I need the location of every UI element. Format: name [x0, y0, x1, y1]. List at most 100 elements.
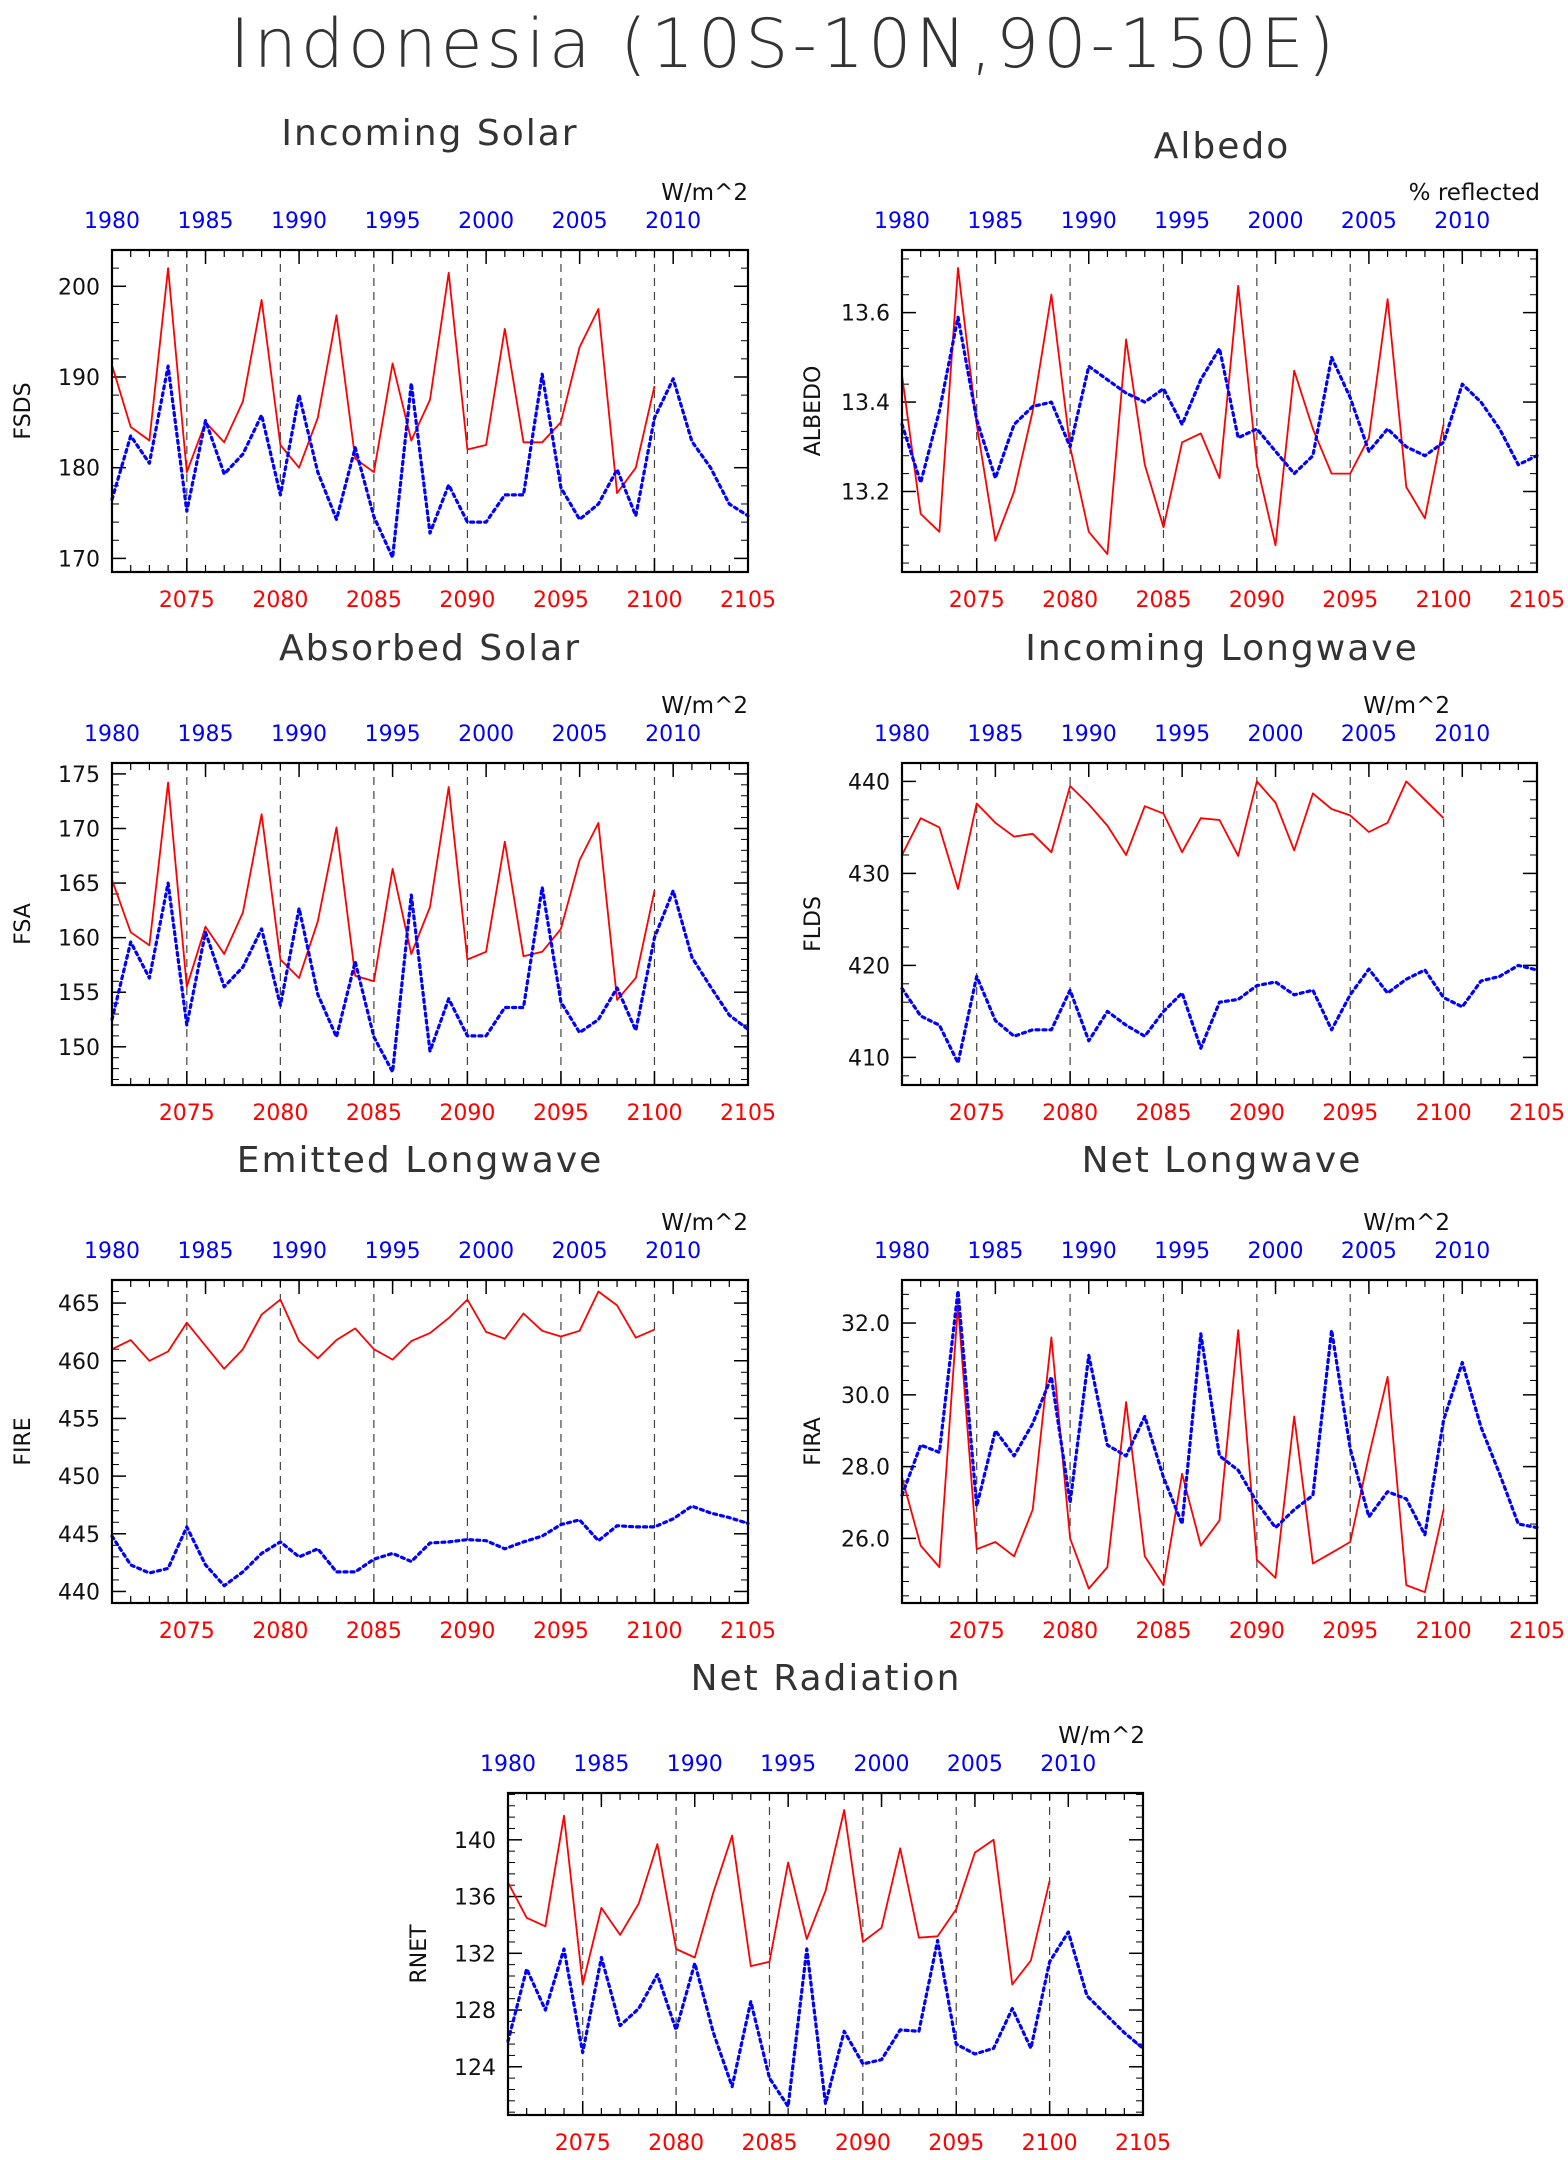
x-bottom-tick-label: 2095: [1322, 1101, 1378, 1126]
x-bottom-tick-label: 2105: [720, 1101, 776, 1126]
x-bottom-tick-label: 2080: [1042, 588, 1098, 613]
x-bottom-tick-label: 2105: [1509, 1619, 1565, 1644]
x-top-tick-label: 2010: [645, 209, 701, 234]
x-top-tick-label: 1980: [84, 722, 140, 747]
y-tick-label: 175: [58, 763, 100, 788]
x-top-tick-label: 2005: [552, 1239, 608, 1264]
x-top-tick-label: 2000: [854, 1752, 910, 1777]
x-top-tick-label: 1995: [365, 209, 421, 234]
x-bottom-tick-label: 2085: [741, 2131, 797, 2156]
panel-net-radiation: Net Radiation W/m^2 RNET 2075 2080 2085 2090 20…: [407, 1658, 1171, 2156]
panel-title: Incoming Solar: [281, 113, 578, 154]
x-bottom-tick-label: 2090: [439, 1619, 495, 1644]
x-top-tick-label: 2010: [645, 722, 701, 747]
x-bottom-tick-label: 2075: [159, 588, 215, 613]
x-top-tick-label: 1995: [1154, 1239, 1210, 1264]
x-bottom-tick-label: 2080: [1042, 1619, 1098, 1644]
x-bottom-tick-label: 2075: [949, 1619, 1005, 1644]
plot-frame: [110, 761, 750, 1087]
y-tick-label: 465: [58, 1292, 100, 1317]
y-tick-label: 410: [848, 1046, 890, 1071]
x-top-tick-label: 1990: [667, 1752, 723, 1777]
x-top-tick-label: 2005: [552, 722, 608, 747]
x-bottom-tick-label: 2100: [1416, 1619, 1472, 1644]
y-tick-label: 124: [454, 2056, 496, 2081]
x-bottom-tick-label: 2095: [1322, 588, 1378, 613]
panel-incoming-solar: Incoming Solar W/m^2 FSDS 2075 2080 2085 2090 2…: [11, 113, 776, 613]
y-tick-label: 136: [454, 1886, 496, 1911]
x-top-tick-label: 2000: [1248, 1239, 1304, 1264]
y-tick-label: 26.0: [841, 1527, 890, 1552]
x-top-tick-label: 1980: [874, 1239, 930, 1264]
x-bottom-tick-label: 2105: [720, 1619, 776, 1644]
y-tick-label: 170: [58, 547, 100, 572]
series-line-historical: [110, 1504, 750, 1588]
x-bottom-tick-label: 2095: [1322, 1619, 1378, 1644]
series-line-future: [507, 1809, 1051, 1986]
x-bottom-tick-label: 2100: [626, 1619, 682, 1644]
x-bottom-tick-label: 2080: [252, 1101, 308, 1126]
x-top-tick-label: 1985: [178, 209, 234, 234]
y-tick-label: 450: [58, 1465, 100, 1490]
panel-albedo: Albedo % reflected ALBEDO 2075 2080 2085 2090 2…: [801, 126, 1565, 613]
x-top-tick-label: 2010: [1040, 1752, 1096, 1777]
y-tick-label: 440: [58, 1580, 100, 1605]
x-bottom-tick-label: 2085: [1135, 1101, 1191, 1126]
x-top-tick-label: 1995: [1154, 722, 1210, 747]
x-bottom-tick-label: 2085: [346, 1101, 402, 1126]
x-top-tick-label: 2005: [1341, 209, 1397, 234]
x-bottom-tick-label: 2080: [1042, 1101, 1098, 1126]
x-top-tick-label: 1995: [365, 1239, 421, 1264]
x-bottom-tick-label: 2105: [1509, 588, 1565, 613]
y-axis-label: ALBEDO: [801, 366, 826, 457]
x-top-tick-label: 2005: [552, 209, 608, 234]
x-bottom-tick-label: 2100: [626, 1101, 682, 1126]
x-top-tick-label: 1980: [874, 722, 930, 747]
x-top-tick-label: 1985: [573, 1752, 629, 1777]
x-top-tick-label: 2000: [1248, 209, 1304, 234]
series-line-future: [901, 266, 1445, 555]
x-bottom-tick-label: 2085: [346, 1619, 402, 1644]
x-top-tick-label: 1990: [271, 209, 327, 234]
panel-absorbed-solar: Absorbed Solar W/m^2 FSA 2075 2080 2085 2090 20…: [11, 628, 776, 1126]
units-label: W/m^2: [661, 1210, 748, 1236]
x-top-tick-label: 1980: [480, 1752, 536, 1777]
x-top-tick-label: 1995: [1154, 209, 1210, 234]
x-bottom-tick-label: 2090: [1229, 1101, 1285, 1126]
y-tick-label: 28.0: [841, 1456, 890, 1481]
x-bottom-tick-label: 2095: [533, 588, 589, 613]
x-bottom-tick-label: 2075: [159, 1101, 215, 1126]
y-tick-label: 13.2: [841, 481, 890, 506]
x-top-tick-label: 1985: [967, 209, 1023, 234]
x-bottom-tick-label: 2100: [1416, 588, 1472, 613]
x-bottom-tick-label: 2100: [1416, 1101, 1472, 1126]
y-tick-label: 32.0: [841, 1312, 890, 1337]
x-top-tick-label: 1995: [760, 1752, 816, 1777]
x-top-tick-label: 1980: [84, 209, 140, 234]
x-bottom-tick-label: 2085: [1135, 588, 1191, 613]
units-label: W/m^2: [661, 180, 748, 206]
x-bottom-tick-label: 2095: [533, 1619, 589, 1644]
y-tick-label: 155: [58, 981, 100, 1006]
panel-incoming-longwave: Incoming Longwave W/m^2 FLDS 2075 2080 2085 20…: [801, 628, 1565, 1126]
y-tick-label: 13.6: [841, 302, 890, 327]
x-bottom-tick-label: 2075: [949, 588, 1005, 613]
x-bottom-tick-label: 2090: [439, 1101, 495, 1126]
units-label: W/m^2: [661, 693, 748, 719]
x-top-tick-label: 1990: [1061, 209, 1117, 234]
x-bottom-tick-label: 2095: [533, 1101, 589, 1126]
series-line-historical: [110, 364, 750, 560]
y-axis-label: FSA: [11, 903, 36, 945]
x-bottom-tick-label: 2100: [1022, 2131, 1078, 2156]
x-bottom-tick-label: 2075: [555, 2131, 611, 2156]
x-top-tick-label: 1995: [365, 722, 421, 747]
page-title: Indonesia (10S-10N,90-150E): [229, 5, 1339, 84]
y-tick-label: 180: [58, 457, 100, 482]
x-top-tick-label: 1985: [967, 722, 1023, 747]
panel-title: Incoming Longwave: [1025, 628, 1419, 669]
x-top-tick-label: 1980: [84, 1239, 140, 1264]
x-top-tick-label: 2010: [1434, 1239, 1490, 1264]
x-bottom-tick-label: 2105: [720, 588, 776, 613]
plot-frame: [110, 1278, 750, 1605]
